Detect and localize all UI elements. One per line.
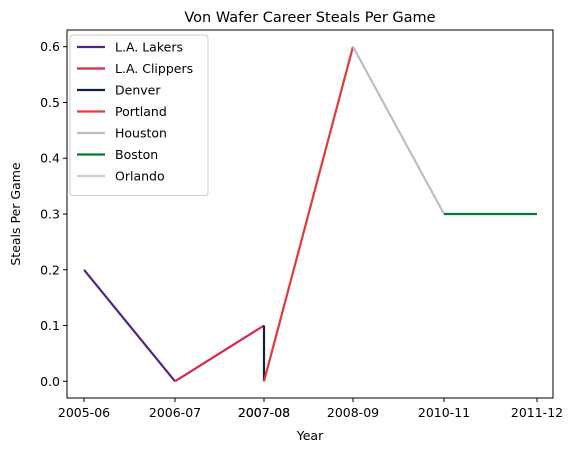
y-axis-label: Steals Per Game — [8, 162, 23, 266]
x-tick-label: 2005-06 — [58, 405, 110, 420]
x-tick-label: 2011-12 — [511, 405, 563, 420]
y-tick-label: 0.5 — [40, 95, 60, 110]
plot-lines — [83, 46, 537, 383]
legend-label: Denver — [115, 83, 161, 98]
series-line-houston — [352, 46, 445, 215]
y-tick-label: 0.3 — [40, 207, 60, 222]
x-tick-label: 2010-11 — [418, 405, 470, 420]
legend-label: Houston — [115, 126, 167, 141]
legend-label: Orlando — [115, 169, 165, 184]
y-axis-ticks: 0.0 0.1 0.2 0.3 0.4 0.5 0.6 — [40, 39, 67, 389]
chart-title: Von Wafer Career Steals Per Game — [184, 10, 435, 26]
x-tick-label: 2008-09 — [327, 405, 379, 420]
y-tick-label: 0.0 — [40, 374, 60, 389]
y-tick-label: 0.6 — [40, 39, 60, 54]
x-tick-label: 2007-08 — [238, 405, 290, 420]
legend-label: Boston — [115, 147, 158, 162]
series-line-portland — [262, 46, 355, 382]
legend: L.A. Lakers L.A. Clippers Denver Portland Ho… — [69, 34, 209, 196]
series-line-l-a-clippers — [174, 324, 265, 383]
y-tick-label: 0.1 — [40, 318, 60, 333]
y-tick-label: 0.2 — [40, 262, 60, 277]
legend-label: L.A. Clippers — [115, 61, 193, 76]
legend-label: Portland — [115, 104, 167, 119]
x-axis-label: Year — [296, 428, 324, 443]
series-line-l-a-lakers — [83, 269, 176, 382]
legend-label: L.A. Lakers — [115, 40, 183, 55]
axes-frame — [66, 29, 554, 399]
x-tick-label: 2006-07 — [149, 405, 201, 420]
x-tick-label: 2007-08 — [238, 405, 290, 420]
y-tick-label: 0.4 — [40, 151, 60, 166]
